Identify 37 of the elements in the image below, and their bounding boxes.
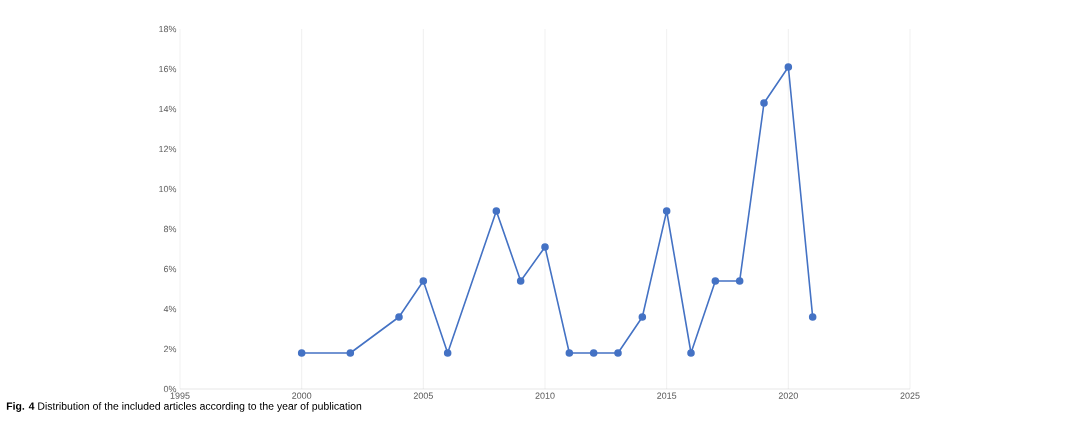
x-tick-label: 2025 bbox=[900, 392, 920, 399]
x-tick-label: 2000 bbox=[292, 392, 312, 399]
point bbox=[565, 349, 574, 357]
y-tick-label: 10% bbox=[159, 185, 177, 193]
point bbox=[808, 313, 817, 321]
point bbox=[735, 277, 744, 285]
point bbox=[638, 313, 647, 321]
y-tick-label: 18% bbox=[159, 25, 177, 33]
point bbox=[395, 313, 403, 321]
x-tick-label: 1995 bbox=[170, 392, 190, 399]
point bbox=[784, 63, 793, 71]
y-tick-label: 2% bbox=[163, 345, 177, 353]
x-tick-label: 2015 bbox=[657, 392, 677, 399]
point bbox=[297, 349, 306, 357]
point bbox=[541, 243, 549, 251]
x-tick-label: 2010 bbox=[535, 392, 555, 399]
y-tick-label: 4% bbox=[163, 305, 177, 313]
point bbox=[662, 207, 671, 215]
point bbox=[443, 349, 452, 357]
point bbox=[346, 349, 355, 357]
point bbox=[589, 349, 598, 357]
point bbox=[711, 277, 720, 285]
point bbox=[492, 207, 501, 215]
point bbox=[419, 277, 428, 285]
y-tick-label: 8% bbox=[163, 225, 177, 233]
x-tick-label: 2005 bbox=[413, 392, 433, 399]
point bbox=[516, 277, 525, 285]
y-tick-label: 0% bbox=[163, 385, 177, 393]
x-tick-label: 2020 bbox=[778, 392, 798, 399]
y-tick-label: 12% bbox=[159, 145, 177, 153]
point bbox=[760, 99, 768, 107]
y-tick-label: 16% bbox=[159, 65, 177, 73]
text: Fig. 4 Distribution of the included articles according to the year of publication bbox=[6, 402, 362, 412]
y-tick-label: 6% bbox=[163, 265, 177, 273]
y-tick-label: 14% bbox=[159, 105, 177, 113]
point bbox=[614, 349, 622, 357]
point bbox=[687, 349, 695, 357]
